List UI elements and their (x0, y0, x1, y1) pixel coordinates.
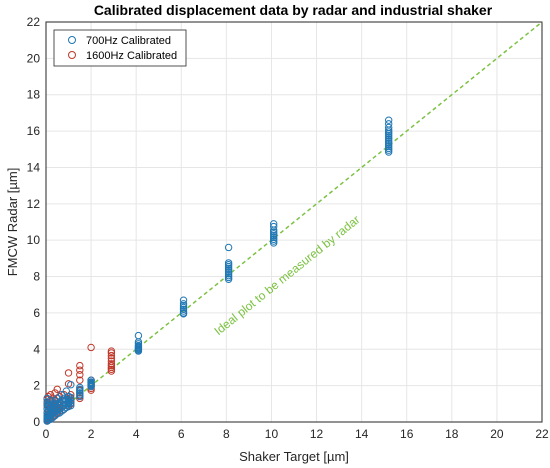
data-point (53, 385, 61, 393)
data-point (270, 222, 278, 231)
y-tick-label: 16 (27, 124, 41, 138)
x-tick-label: 4 (133, 427, 140, 441)
legend-marker-1600hz (68, 51, 76, 59)
y-tick-label: 0 (33, 415, 40, 429)
data-point (270, 220, 278, 228)
chart-title: Calibrated displacement data by radar an… (94, 2, 493, 18)
data-point (384, 120, 393, 128)
data-point (107, 354, 116, 363)
x-tick-label: 10 (265, 427, 279, 441)
grid-lines (45, 21, 543, 423)
data-point (76, 366, 84, 374)
y-tick-label: 10 (27, 233, 41, 247)
data-point (76, 361, 84, 370)
data-point (58, 391, 66, 399)
y-tick-label: 8 (33, 270, 40, 284)
y-tick-label: 22 (27, 15, 41, 29)
data-point (46, 396, 55, 404)
data-point (224, 243, 233, 252)
data-point (107, 347, 116, 355)
x-tick-label: 2 (88, 427, 95, 441)
x-tick-label: 6 (178, 427, 185, 441)
data-point (67, 391, 75, 399)
data-point (76, 383, 84, 392)
x-tick-label: 20 (490, 427, 504, 441)
data-point (67, 401, 75, 410)
x-tick-label: 22 (535, 427, 549, 441)
data-point (55, 392, 64, 401)
y-tick-label: 18 (27, 88, 41, 102)
x-tick-label: 16 (400, 427, 414, 441)
data-point (67, 381, 75, 389)
legend-label-700hz: 700Hz Calibrated (86, 35, 171, 47)
data-point (179, 296, 188, 304)
data-point (134, 331, 143, 340)
y-tick-label: 12 (27, 197, 41, 211)
data-point (67, 396, 75, 404)
x-tick-label: 12 (310, 427, 324, 441)
x-tick-label: 18 (445, 427, 459, 441)
data-point (87, 376, 95, 384)
data-point (179, 300, 188, 308)
legend-box (53, 29, 187, 67)
data-point (87, 343, 95, 352)
data-point (76, 371, 84, 379)
data-point (76, 376, 84, 384)
data-points (43, 116, 393, 425)
data-point (67, 399, 75, 407)
data-point (107, 351, 116, 360)
x-tick-label: 8 (223, 427, 230, 441)
plot-area-frame (45, 21, 543, 423)
y-tick-label: 4 (33, 342, 40, 356)
x-tick-label: 0 (43, 427, 50, 441)
legend-label-1600hz: 1600Hz Calibrated (86, 50, 177, 62)
y-tick-label: 6 (33, 306, 40, 320)
data-point (67, 393, 75, 402)
ideal-line (45, 21, 543, 423)
x-tick-label: 14 (355, 427, 369, 441)
data-point (64, 369, 73, 377)
y-tick-label: 20 (27, 51, 41, 65)
y-tick-label: 14 (27, 160, 41, 174)
data-point (107, 360, 116, 368)
data-point (384, 123, 393, 132)
x-axis-label: Shaker Target [µm] (239, 449, 349, 464)
data-point (384, 116, 393, 124)
y-tick-label: 2 (33, 379, 40, 393)
data-point (107, 357, 116, 365)
legend-marker-700hz (68, 36, 76, 44)
series-700hz (43, 116, 393, 425)
data-point (224, 259, 233, 267)
y-axis-label: FMCW Radar [µm] (5, 168, 20, 277)
y-axis-ticks: 0 2 4 6 8 10 12 14 16 18 20 22 (27, 15, 41, 429)
legend: 700Hz Calibrated 1600Hz Calibrated (53, 29, 187, 67)
x-axis-ticks: 0 2 4 6 8 10 12 14 16 18 20 22 (43, 427, 549, 441)
